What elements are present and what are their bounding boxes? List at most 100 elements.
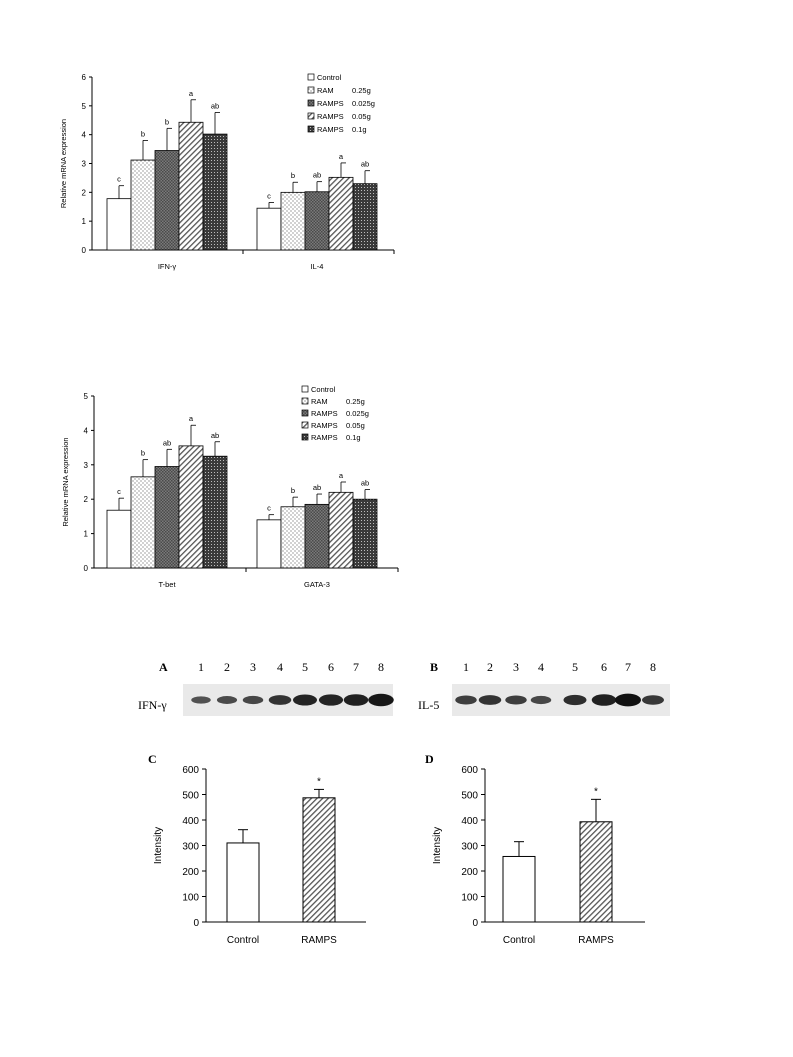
significance-letter: a: [189, 89, 194, 98]
significance-letter: b: [291, 171, 295, 180]
bar-white: [106, 198, 132, 251]
y-tick-label: 300: [182, 842, 199, 853]
bar-diag: [178, 445, 204, 569]
y-axis-label: Relative mRNA expression: [59, 119, 68, 208]
lane-number: 2: [487, 660, 493, 674]
blot-band: [478, 695, 502, 705]
y-axis-label: Intensity: [432, 827, 443, 864]
legend-label: RAMPS: [311, 409, 338, 418]
y-tick-label: 3: [84, 461, 89, 470]
significance-letter: b: [291, 486, 295, 495]
y-tick-label: 4: [82, 131, 87, 140]
legend-dose: 0.1g: [352, 125, 367, 134]
lane-number: 1: [198, 660, 204, 674]
row-label: IL-5: [418, 698, 439, 712]
blot-band: [343, 694, 369, 706]
y-tick-label: 5: [84, 392, 89, 401]
panel-label: B: [430, 660, 438, 674]
western-blot-a: A 1 2 3 4 5 6 7 8 IFN-γ: [138, 660, 394, 716]
x-category-label: RAMPS: [301, 935, 337, 946]
bar-white: [106, 509, 132, 569]
y-tick-label: 200: [461, 867, 478, 878]
y-tick-label: 0: [472, 918, 478, 929]
blot-band: [318, 694, 344, 706]
bar-control: [502, 855, 536, 923]
y-tick-label: 400: [182, 816, 199, 827]
legend-swatch: [301, 433, 309, 441]
y-tick-label: 300: [461, 842, 478, 853]
lane-number: 7: [625, 660, 631, 674]
blot-band: [293, 694, 317, 706]
legend-swatch: [307, 112, 315, 120]
significance-letter: ab: [211, 431, 219, 440]
blot-band: [268, 695, 292, 705]
significance-letter: b: [141, 129, 145, 138]
lane-number: 6: [328, 660, 334, 674]
legend-swatch: [307, 125, 315, 133]
y-tick-label: 3: [82, 160, 87, 169]
legend-label: RAMPS: [317, 112, 344, 121]
lane-number: 2: [224, 660, 230, 674]
legend-dose: 0.1g: [346, 433, 361, 442]
bar-dots: [130, 476, 156, 569]
y-tick-label: 1: [82, 217, 87, 226]
significance-letter: ab: [211, 101, 219, 110]
y-tick-label: 200: [182, 867, 199, 878]
panel-label: A: [159, 660, 168, 674]
significance-letter: c: [267, 504, 271, 513]
lane-number: 3: [513, 660, 519, 674]
legend-swatch: [307, 99, 315, 107]
bar-dots: [130, 159, 156, 251]
legend-label: RAMPS: [317, 99, 344, 108]
lane-number: 5: [572, 660, 578, 674]
legend-label: RAMPS: [311, 433, 338, 442]
legend-dose: 0.025g: [352, 99, 375, 108]
bar-dark: [202, 455, 228, 569]
significance-letter: c: [117, 175, 121, 184]
bar-dots: [280, 506, 306, 569]
y-tick-label: 100: [182, 893, 199, 904]
y-tick-label: 500: [461, 791, 478, 802]
blot-band: [591, 694, 617, 706]
significance-letter: c: [117, 487, 121, 496]
lane-number: 4: [277, 660, 283, 674]
bar-dense: [154, 466, 180, 569]
blot-band: [615, 693, 641, 707]
blot-band: [530, 695, 552, 705]
y-tick-label: 6: [82, 73, 87, 82]
x-category-label: GATA-3: [304, 580, 330, 589]
lane-number: 4: [538, 660, 544, 674]
significance-star: *: [317, 776, 321, 787]
blot-band: [642, 695, 664, 705]
bar-diag: [328, 176, 354, 251]
western-blot-b: B 1 2 3 4 5 6 7 8 IL-5: [418, 660, 670, 716]
bar-dense: [304, 191, 330, 251]
y-tick-label: 0: [193, 918, 199, 929]
blot-band: [242, 695, 264, 705]
blot-band: [455, 695, 477, 705]
y-tick-label: 2: [84, 495, 89, 504]
y-tick-label: 0: [84, 564, 89, 573]
panel-label: C: [148, 752, 157, 766]
y-tick-label: 600: [461, 765, 478, 776]
row-label: IFN-γ: [138, 698, 167, 712]
y-tick-label: 0: [82, 246, 87, 255]
y-tick-label: 400: [461, 816, 478, 827]
bar-dark: [202, 133, 228, 251]
lane-number: 5: [302, 660, 308, 674]
lane-number: 1: [463, 660, 469, 674]
legend-swatch: [301, 385, 309, 393]
y-tick-label: 1: [84, 530, 89, 539]
y-tick-label: 600: [182, 765, 199, 776]
y-tick-label: 2: [82, 188, 87, 197]
significance-star: *: [594, 786, 598, 797]
bar-ramps: [579, 821, 613, 923]
x-category-label: T-bet: [158, 580, 176, 589]
lane-number: 8: [378, 660, 384, 674]
legend-dose: 0.05g: [352, 112, 371, 121]
legend-dose: 0.025g: [346, 409, 369, 418]
bar-dots: [280, 191, 306, 251]
legend-label: RAM: [317, 86, 334, 95]
